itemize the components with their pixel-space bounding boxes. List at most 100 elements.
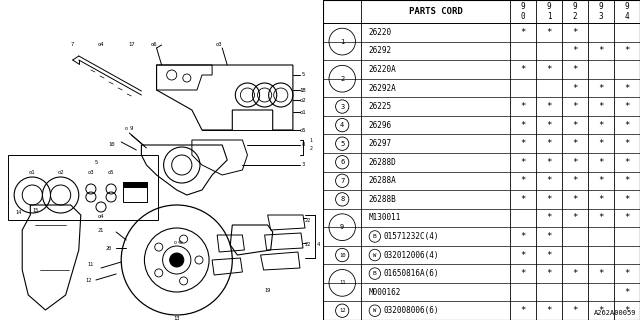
Text: 3: 3	[599, 12, 604, 21]
Text: 26288D: 26288D	[369, 158, 396, 167]
Text: *: *	[520, 139, 526, 148]
Text: *: *	[572, 176, 578, 185]
Text: *: *	[572, 84, 578, 92]
Text: *: *	[547, 102, 552, 111]
Text: *: *	[625, 139, 630, 148]
Text: *: *	[547, 269, 552, 278]
Text: 12: 12	[86, 277, 92, 283]
Text: W: W	[373, 252, 376, 258]
Text: *: *	[520, 102, 526, 111]
Text: 9: 9	[547, 3, 552, 12]
Text: *: *	[572, 269, 578, 278]
Text: o3: o3	[88, 171, 94, 175]
Text: 13: 13	[173, 316, 180, 320]
Text: *: *	[598, 195, 604, 204]
Text: 1: 1	[310, 138, 312, 142]
Text: *: *	[520, 195, 526, 204]
Text: 2: 2	[573, 12, 577, 21]
Text: 7: 7	[71, 43, 74, 47]
Text: *: *	[625, 46, 630, 55]
Text: 1: 1	[547, 12, 552, 21]
Text: 7: 7	[340, 178, 344, 184]
Text: 3: 3	[301, 163, 305, 167]
Text: 26296: 26296	[369, 121, 392, 130]
Text: *: *	[598, 139, 604, 148]
Text: *: *	[547, 28, 552, 37]
Text: *: *	[598, 306, 604, 315]
Text: 01571232C(4): 01571232C(4)	[383, 232, 439, 241]
Text: o4: o4	[98, 213, 104, 219]
Text: *: *	[625, 269, 630, 278]
Text: 5: 5	[340, 141, 344, 147]
Text: *: *	[547, 306, 552, 315]
Text: 032012006(4): 032012006(4)	[383, 251, 439, 260]
Text: 26220A: 26220A	[369, 65, 396, 74]
Text: *: *	[598, 102, 604, 111]
Text: *: *	[572, 139, 578, 148]
Text: 8: 8	[340, 196, 344, 202]
Text: 22: 22	[305, 243, 311, 247]
Text: *: *	[625, 306, 630, 315]
Text: 26288B: 26288B	[369, 195, 396, 204]
Text: *: *	[520, 28, 526, 37]
Text: *: *	[598, 213, 604, 222]
Text: 26297: 26297	[369, 139, 392, 148]
Text: 19: 19	[264, 287, 271, 292]
Text: *: *	[572, 158, 578, 167]
Text: 8: 8	[301, 142, 305, 148]
Text: 1: 1	[340, 39, 344, 44]
Text: 17: 17	[128, 43, 134, 47]
Text: 6: 6	[340, 159, 344, 165]
Text: *: *	[520, 121, 526, 130]
Text: *: *	[520, 232, 526, 241]
Text: *: *	[520, 306, 526, 315]
Circle shape	[170, 253, 184, 267]
Text: *: *	[598, 121, 604, 130]
Text: 21: 21	[98, 228, 104, 233]
Text: B: B	[373, 234, 377, 239]
Text: 4: 4	[317, 243, 320, 247]
Text: 9: 9	[130, 125, 133, 131]
Text: *: *	[625, 158, 630, 167]
Text: 1B: 1B	[300, 87, 307, 92]
Text: *: *	[598, 269, 604, 278]
Text: 3: 3	[340, 104, 344, 109]
Text: *: *	[572, 306, 578, 315]
Text: 4: 4	[340, 122, 344, 128]
Text: 032008006(6): 032008006(6)	[383, 306, 439, 315]
Text: 11: 11	[88, 262, 94, 268]
Text: 26225: 26225	[369, 102, 392, 111]
Text: 01650816A(6): 01650816A(6)	[383, 269, 439, 278]
Text: 22: 22	[305, 218, 311, 222]
Text: *: *	[625, 176, 630, 185]
Text: *: *	[547, 251, 552, 260]
Text: *: *	[625, 84, 630, 92]
Text: 9: 9	[625, 3, 629, 12]
Text: *: *	[547, 65, 552, 74]
Text: *: *	[598, 158, 604, 167]
Text: o: o	[173, 239, 176, 244]
Text: 9: 9	[340, 224, 344, 230]
Text: M000162: M000162	[369, 288, 401, 297]
Text: o5: o5	[108, 171, 115, 175]
Text: 5: 5	[301, 73, 305, 77]
Text: W: W	[373, 308, 376, 313]
Text: B: B	[373, 271, 377, 276]
Text: 2: 2	[340, 76, 344, 82]
Text: *: *	[625, 195, 630, 204]
Text: 26292A: 26292A	[369, 84, 396, 92]
Text: *: *	[520, 65, 526, 74]
Bar	[8, 155, 157, 220]
Text: *: *	[572, 46, 578, 55]
Text: o6: o6	[150, 42, 157, 46]
Text: 5: 5	[94, 159, 97, 164]
Text: 20: 20	[106, 245, 112, 251]
Text: *: *	[572, 121, 578, 130]
Text: o2: o2	[58, 171, 64, 175]
Text: 12: 12	[339, 308, 346, 313]
Text: o3: o3	[216, 42, 223, 46]
Text: o: o	[125, 125, 128, 131]
Text: 11: 11	[339, 280, 346, 285]
Text: *: *	[547, 176, 552, 185]
Polygon shape	[124, 182, 147, 187]
